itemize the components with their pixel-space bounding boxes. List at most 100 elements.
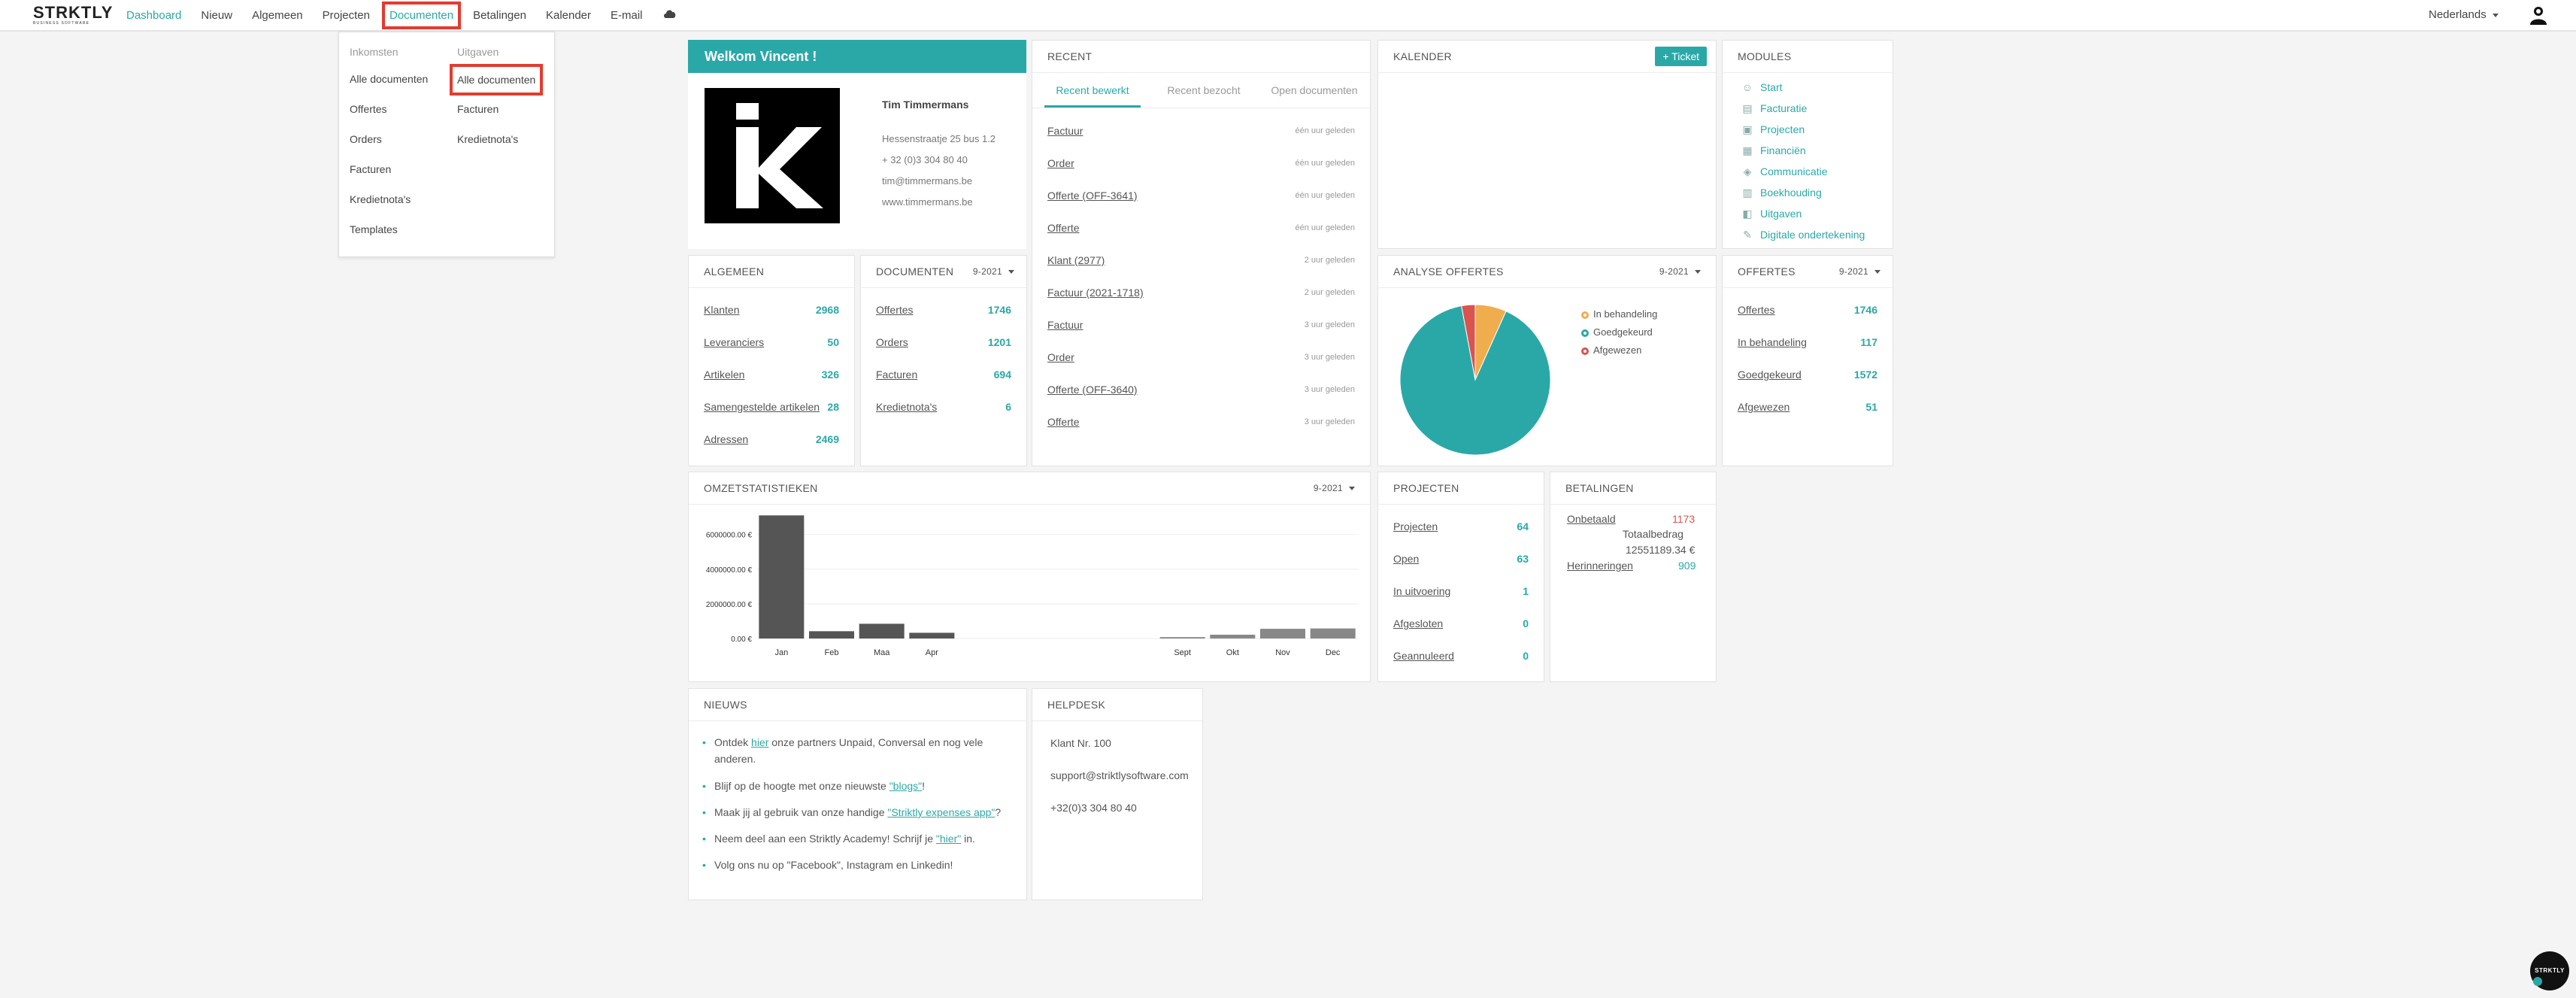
- herinneringen-link[interactable]: Herinneringen: [1567, 560, 1633, 572]
- stat-label[interactable]: Afgewezen: [1738, 401, 1790, 413]
- stat-label[interactable]: Klanten: [704, 304, 740, 316]
- stat-label[interactable]: Offertes: [1738, 304, 1775, 316]
- recent-item[interactable]: Offerte 3 uur geleden: [1047, 416, 1355, 448]
- module-label: Digitale ondertekening: [1760, 229, 1865, 241]
- stat-row: Projecten 64: [1393, 520, 1529, 553]
- recent-item[interactable]: Factuur één uur geleden: [1047, 125, 1355, 157]
- analyse-period-select[interactable]: 9-2021: [1659, 256, 1701, 287]
- dropdown-item-kredietnotas-inkomsten[interactable]: Kredietnota's: [350, 193, 411, 205]
- stat-label[interactable]: Artikelen: [704, 369, 745, 381]
- language-select[interactable]: Nederlands: [2429, 8, 2499, 21]
- nav-email[interactable]: E-mail: [611, 8, 643, 22]
- dropdown-item-facturen-uitgaven[interactable]: Facturen: [457, 103, 499, 115]
- stat-label[interactable]: Adressen: [704, 433, 749, 445]
- dropdown-item-alle-documenten-uitgaven[interactable]: Alle documenten: [450, 64, 544, 96]
- news-link[interactable]: "Striktly expenses app": [887, 806, 996, 818]
- recent-item-label[interactable]: Offerte (OFF-3640): [1047, 384, 1138, 396]
- recent-item-label[interactable]: Factuur: [1047, 319, 1083, 331]
- stat-label[interactable]: Kredietnota's: [876, 401, 938, 413]
- module-label: Projecten: [1760, 123, 1805, 135]
- onbetaald-link[interactable]: Onbetaald: [1567, 513, 1616, 525]
- module-financien[interactable]: ▦ Financiën: [1741, 140, 1806, 161]
- stat-value: 1572: [1853, 369, 1877, 381]
- dropdown-item-alle-documenten-inkomsten[interactable]: Alle documenten: [350, 73, 429, 85]
- helpdesk-title: HELPDESK: [1032, 689, 1202, 721]
- stat-label[interactable]: Offertes: [876, 304, 914, 316]
- recent-item-label[interactable]: Klant (2977): [1047, 254, 1105, 266]
- bar-dec: [1310, 628, 1356, 639]
- company-phone: + 32 (0)3 304 80 40: [882, 154, 968, 165]
- dropdown-item-orders[interactable]: Orders: [350, 133, 382, 145]
- legend-dot-icon: [1581, 311, 1589, 319]
- stat-label[interactable]: Afgesloten: [1393, 617, 1444, 629]
- stat-label[interactable]: Open: [1393, 553, 1420, 565]
- algemeen-title: ALGEMEEN: [689, 256, 854, 288]
- recent-item[interactable]: Offerte één uur geleden: [1047, 222, 1355, 254]
- user-avatar-icon[interactable]: [2528, 5, 2549, 26]
- recent-item-label[interactable]: Offerte: [1047, 416, 1080, 428]
- recent-item[interactable]: Order één uur geleden: [1047, 157, 1355, 190]
- nav-nieuw[interactable]: Nieuw: [201, 8, 233, 22]
- documenten-period-select[interactable]: 9-2021: [973, 256, 1014, 287]
- stat-label[interactable]: Facturen: [876, 369, 918, 381]
- nav-betalingen[interactable]: Betalingen: [473, 8, 526, 22]
- stat-label[interactable]: Geannuleerd: [1393, 650, 1454, 662]
- recent-item[interactable]: Factuur (2021-1718) 2 uur geleden: [1047, 287, 1355, 319]
- recent-item-label[interactable]: Order: [1047, 351, 1074, 363]
- helpdesk-email[interactable]: support@striktlysoftware.com: [1050, 769, 1189, 781]
- recent-item-label[interactable]: Factuur (2021-1718): [1047, 287, 1144, 299]
- stat-label[interactable]: Samengestelde artikelen: [704, 401, 820, 413]
- tab-open-documenten[interactable]: Open documenten: [1271, 84, 1358, 96]
- recent-item-label[interactable]: Offerte (OFF-3641): [1047, 190, 1138, 202]
- offertes-period-select[interactable]: 9-2021: [1839, 256, 1880, 287]
- module-facturatie[interactable]: ▤ Facturatie: [1741, 98, 1807, 119]
- stat-label[interactable]: Goedgekeurd: [1738, 369, 1802, 381]
- module-communicatie[interactable]: ◈ Communicatie: [1741, 161, 1828, 182]
- y-tick-label: 4000000.00 €: [706, 566, 753, 575]
- recent-item[interactable]: Offerte (OFF-3640) 3 uur geleden: [1047, 384, 1355, 416]
- module-digitale-ondertekening[interactable]: ✎ Digitale ondertekening: [1741, 224, 1865, 245]
- dropdown-item-kredietnotas-uitgaven[interactable]: Kredietnota's: [457, 133, 519, 145]
- herinneringen-value: 909: [1678, 560, 1696, 572]
- module-boekhouding[interactable]: ▥ Boekhouding: [1741, 182, 1821, 203]
- stat-label[interactable]: Orders: [876, 336, 908, 348]
- nav-algemeen[interactable]: Algemeen: [252, 8, 303, 22]
- omzet-period-select[interactable]: 9-2021: [1314, 472, 1355, 504]
- recent-item[interactable]: Klant (2977) 2 uur geleden: [1047, 254, 1355, 287]
- module-label: Financiën: [1760, 144, 1806, 156]
- news-link[interactable]: hier: [751, 736, 769, 748]
- stat-label[interactable]: In behandeling: [1738, 336, 1807, 348]
- nav-dashboard[interactable]: Dashboard: [126, 8, 182, 22]
- add-ticket-button[interactable]: + Ticket: [1655, 47, 1707, 66]
- module-projecten[interactable]: ▣ Projecten: [1741, 119, 1805, 140]
- news-item: • Ontdek hier onze partners Unpaid, Conve…: [702, 734, 1011, 767]
- recent-item-label[interactable]: Order: [1047, 157, 1074, 169]
- nav-documenten[interactable]: Documenten: [382, 1, 462, 29]
- news-link[interactable]: "hier": [935, 833, 962, 845]
- recent-item[interactable]: Factuur 3 uur geleden: [1047, 319, 1355, 351]
- stat-label[interactable]: In uitvoering: [1393, 585, 1451, 597]
- dropdown-item-facturen-inkomsten[interactable]: Facturen: [350, 163, 392, 175]
- module-label: Start: [1760, 81, 1783, 93]
- welcome-card: Welkom Vincent ! Tim Timmermans Hessenst…: [688, 40, 1026, 249]
- stat-label[interactable]: Leveranciers: [704, 336, 765, 348]
- dropdown-item-offertes[interactable]: Offertes: [350, 103, 387, 115]
- recent-item-label[interactable]: Factuur: [1047, 125, 1083, 137]
- nav-kalender[interactable]: Kalender: [545, 8, 592, 22]
- support-chat-button[interactable]: STRKTLY: [2530, 951, 2569, 990]
- cloud-icon[interactable]: [662, 8, 677, 23]
- nav-projecten[interactable]: Projecten: [322, 8, 370, 22]
- stat-label[interactable]: Projecten: [1393, 520, 1438, 532]
- recent-item[interactable]: Order 3 uur geleden: [1047, 351, 1355, 384]
- dropdown-item-templates[interactable]: Templates: [350, 223, 398, 235]
- tab-recent-bewerkt[interactable]: Recent bewerkt: [1044, 73, 1141, 108]
- module-uitgaven[interactable]: ◧ Uitgaven: [1741, 203, 1802, 224]
- tab-recent-bezocht[interactable]: Recent bezocht: [1167, 84, 1241, 96]
- module-label: Uitgaven: [1760, 208, 1802, 220]
- recent-item-label[interactable]: Offerte: [1047, 222, 1080, 234]
- strktly-logo[interactable]: STRKTLY BUSINESS SOFTWARE: [33, 5, 112, 26]
- chat-status-dot-icon: [2533, 977, 2542, 986]
- news-link[interactable]: "blogs": [889, 780, 923, 792]
- module-start[interactable]: ☺ Start: [1741, 77, 1783, 98]
- recent-item[interactable]: Offerte (OFF-3641) één uur geleden: [1047, 190, 1355, 222]
